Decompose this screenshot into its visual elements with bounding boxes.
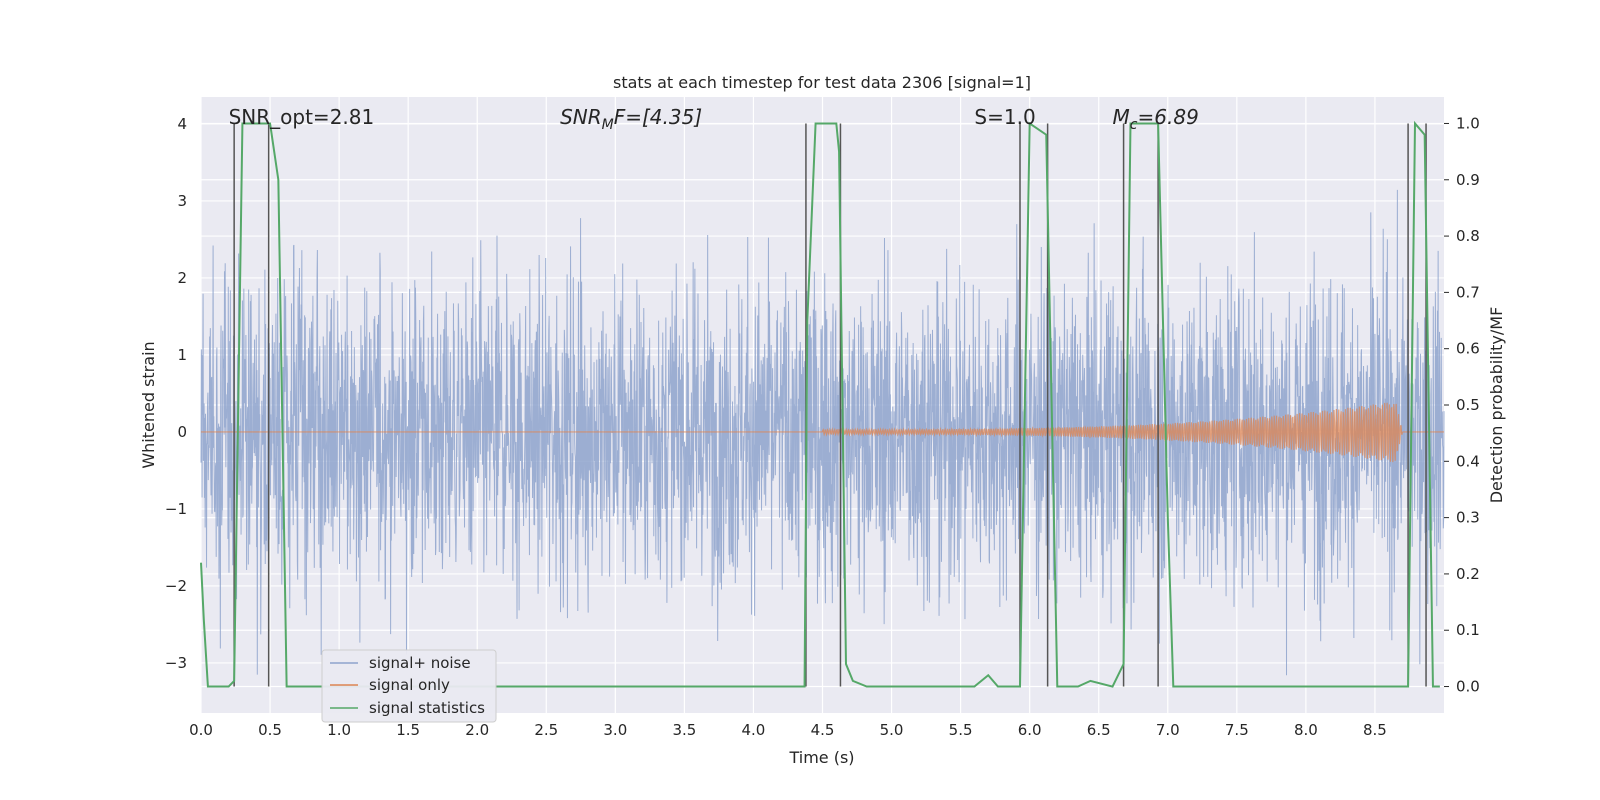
x-tick-label: 7.5 (1225, 721, 1249, 739)
x-tick-label: 1.0 (327, 721, 351, 739)
x-tick-label: 2.5 (534, 721, 558, 739)
x-tick-label: 5.5 (949, 721, 973, 739)
right-y-axis-label: Detection probability/MF (1487, 307, 1506, 504)
left-y-tick-label: 4 (177, 115, 187, 133)
left-y-tick-label: 3 (177, 192, 187, 210)
legend-label-signal-noise: signal+ noise (369, 654, 471, 672)
signal-noise-series (200, 189, 1445, 676)
x-tick-label: 3.5 (672, 721, 696, 739)
right-y-tick-label: 0.9 (1456, 171, 1480, 189)
x-tick-label: 0.0 (189, 721, 213, 739)
right-y-tick-label: 0.8 (1456, 227, 1480, 245)
right-y-tick-label: 0.4 (1456, 452, 1480, 470)
left-y-tick-label: −2 (165, 577, 187, 595)
annotation-text: Mc=6.89 (1113, 105, 1199, 133)
signal-only-series (201, 402, 1444, 463)
left-y-tick-label: 2 (177, 269, 187, 287)
legend-label-signal-statistics: signal statistics (369, 699, 485, 717)
annotation-text: SNR_opt=2.81 (229, 105, 375, 129)
signal-noise-line (200, 189, 1445, 676)
right-y-tick-label: 0.0 (1456, 678, 1480, 696)
right-y-tick-label: 0.1 (1456, 621, 1480, 639)
x-tick-label: 5.0 (880, 721, 904, 739)
left-y-tick-label: −3 (165, 654, 187, 672)
x-tick-label: 8.0 (1294, 721, 1318, 739)
annotations: SNR_opt=2.81 SNRMF=[4.35] S=1.0 Mc=6.89 (229, 105, 1199, 133)
right-y-tick-label: 0.3 (1456, 509, 1480, 527)
x-tick-label: 4.5 (811, 721, 835, 739)
left-y-tick-label: 0 (177, 423, 187, 441)
left-y-axis-label: Whitened strain (139, 341, 158, 468)
legend-box (321, 649, 497, 723)
x-tick-label: 3.0 (603, 721, 627, 739)
right-y-tick-label: 0.7 (1456, 283, 1480, 301)
x-axis-ticks: 0.0 0.5 1.0 1.5 2.0 2.5 3.0 3.5 4.0 4.5 5.0 5.5 6.0 6… (189, 721, 1387, 739)
legend-label-signal-only: signal only (369, 676, 450, 694)
signal-statistics-series (200, 120, 1440, 688)
x-tick-label: 2.0 (465, 721, 489, 739)
x-tick-label: 0.5 (258, 721, 282, 739)
chart-title: stats at each timestep for test data 230… (613, 73, 1031, 92)
right-y-axis-ticks: 0.0 0.1 0.2 0.3 0.4 0.5 0.6 0.7 0.8 0.9 1.0 (1444, 114, 1480, 696)
x-tick-label: 4.0 (742, 721, 766, 739)
right-y-tick-label: 0.6 (1456, 340, 1480, 358)
legend: signal+ noise signal only signal statist… (321, 649, 497, 723)
x-tick-label: 1.5 (396, 721, 420, 739)
right-y-tick-label: 0.5 (1456, 396, 1480, 414)
right-y-tick-label: 0.2 (1456, 565, 1480, 583)
signal-statistics-line (200, 120, 1440, 688)
left-y-tick-label: 1 (177, 346, 187, 364)
annotation-text: S=1.0 (974, 105, 1035, 129)
annotation-text: SNRMF=[4.35] (560, 105, 702, 133)
signal-only-line (201, 402, 1444, 463)
x-tick-label: 6.0 (1018, 721, 1042, 739)
x-tick-label: 7.0 (1156, 721, 1180, 739)
left-y-tick-label: −1 (165, 500, 187, 518)
x-tick-label: 8.5 (1363, 721, 1387, 739)
right-y-tick-label: 1.0 (1456, 114, 1480, 132)
x-axis-label: Time (s) (788, 748, 854, 767)
left-y-axis-ticks: −3 −2 −1 0 1 2 3 4 (165, 115, 187, 672)
x-tick-label: 6.5 (1087, 721, 1111, 739)
